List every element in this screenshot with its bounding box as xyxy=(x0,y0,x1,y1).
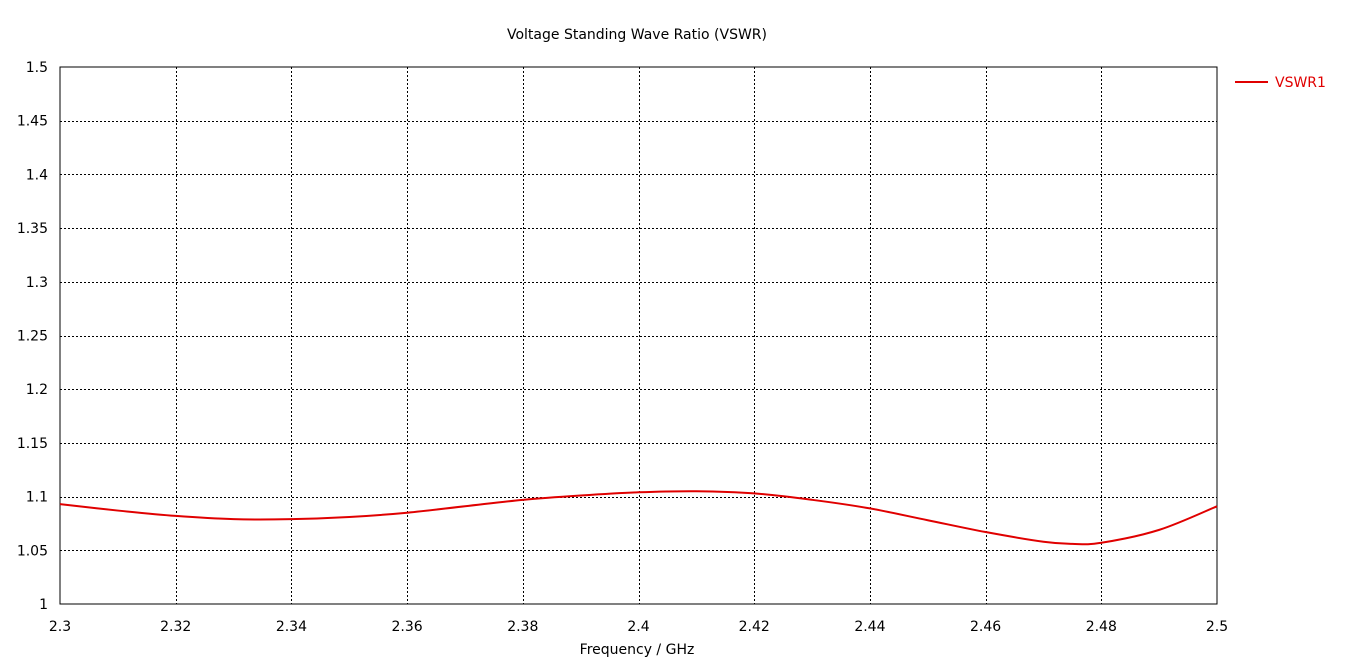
y-tick-label: 1.25 xyxy=(17,329,48,345)
x-tick-label: 2.34 xyxy=(276,619,307,635)
grid-layer xyxy=(60,67,1217,604)
plot-frame xyxy=(59,66,1218,605)
y-tick-label: 1.1 xyxy=(26,490,48,506)
legend: VSWR1 xyxy=(1235,75,1326,91)
chart-title: Voltage Standing Wave Ratio (VSWR) xyxy=(507,27,767,43)
x-tick-label: 2.42 xyxy=(739,619,770,635)
x-tick-label: 2.36 xyxy=(392,619,423,635)
y-tick-label: 1.15 xyxy=(17,436,48,452)
y-tick-label: 1.3 xyxy=(26,275,48,291)
y-tick-label: 1.5 xyxy=(26,60,48,76)
series-line-vswr1 xyxy=(59,490,1218,546)
legend-label: VSWR1 xyxy=(1275,75,1326,91)
x-axis-label: Frequency / GHz xyxy=(580,642,695,658)
y-tick-label: 1 xyxy=(39,597,48,613)
x-tick-label: 2.5 xyxy=(1206,619,1228,635)
x-tick-label: 2.48 xyxy=(1086,619,1117,635)
y-tick-label: 1.35 xyxy=(17,221,48,237)
x-tick-label: 2.32 xyxy=(160,619,191,635)
x-tick-label: 2.46 xyxy=(970,619,1001,635)
x-tick-label: 2.44 xyxy=(854,619,885,635)
y-axis-tick-labels: 1 1.05 1.1 1.15 1.2 1.25 1.3 1.35 1.4 1.45 1.5 xyxy=(17,60,48,613)
y-tick-label: 1.05 xyxy=(17,543,48,559)
x-tick-label: 2.3 xyxy=(49,619,71,635)
y-tick-label: 1.45 xyxy=(17,114,48,130)
y-tick-label: 1.4 xyxy=(26,167,48,183)
x-axis-tick-labels: 2.3 2.32 2.34 2.36 2.38 2.4 2.42 2.44 2.46 2.48 2.… xyxy=(49,619,1228,635)
x-tick-label: 2.38 xyxy=(507,619,538,635)
x-tick-label: 2.4 xyxy=(627,619,649,635)
series-layer xyxy=(59,490,1218,546)
y-tick-label: 1.2 xyxy=(26,382,48,398)
